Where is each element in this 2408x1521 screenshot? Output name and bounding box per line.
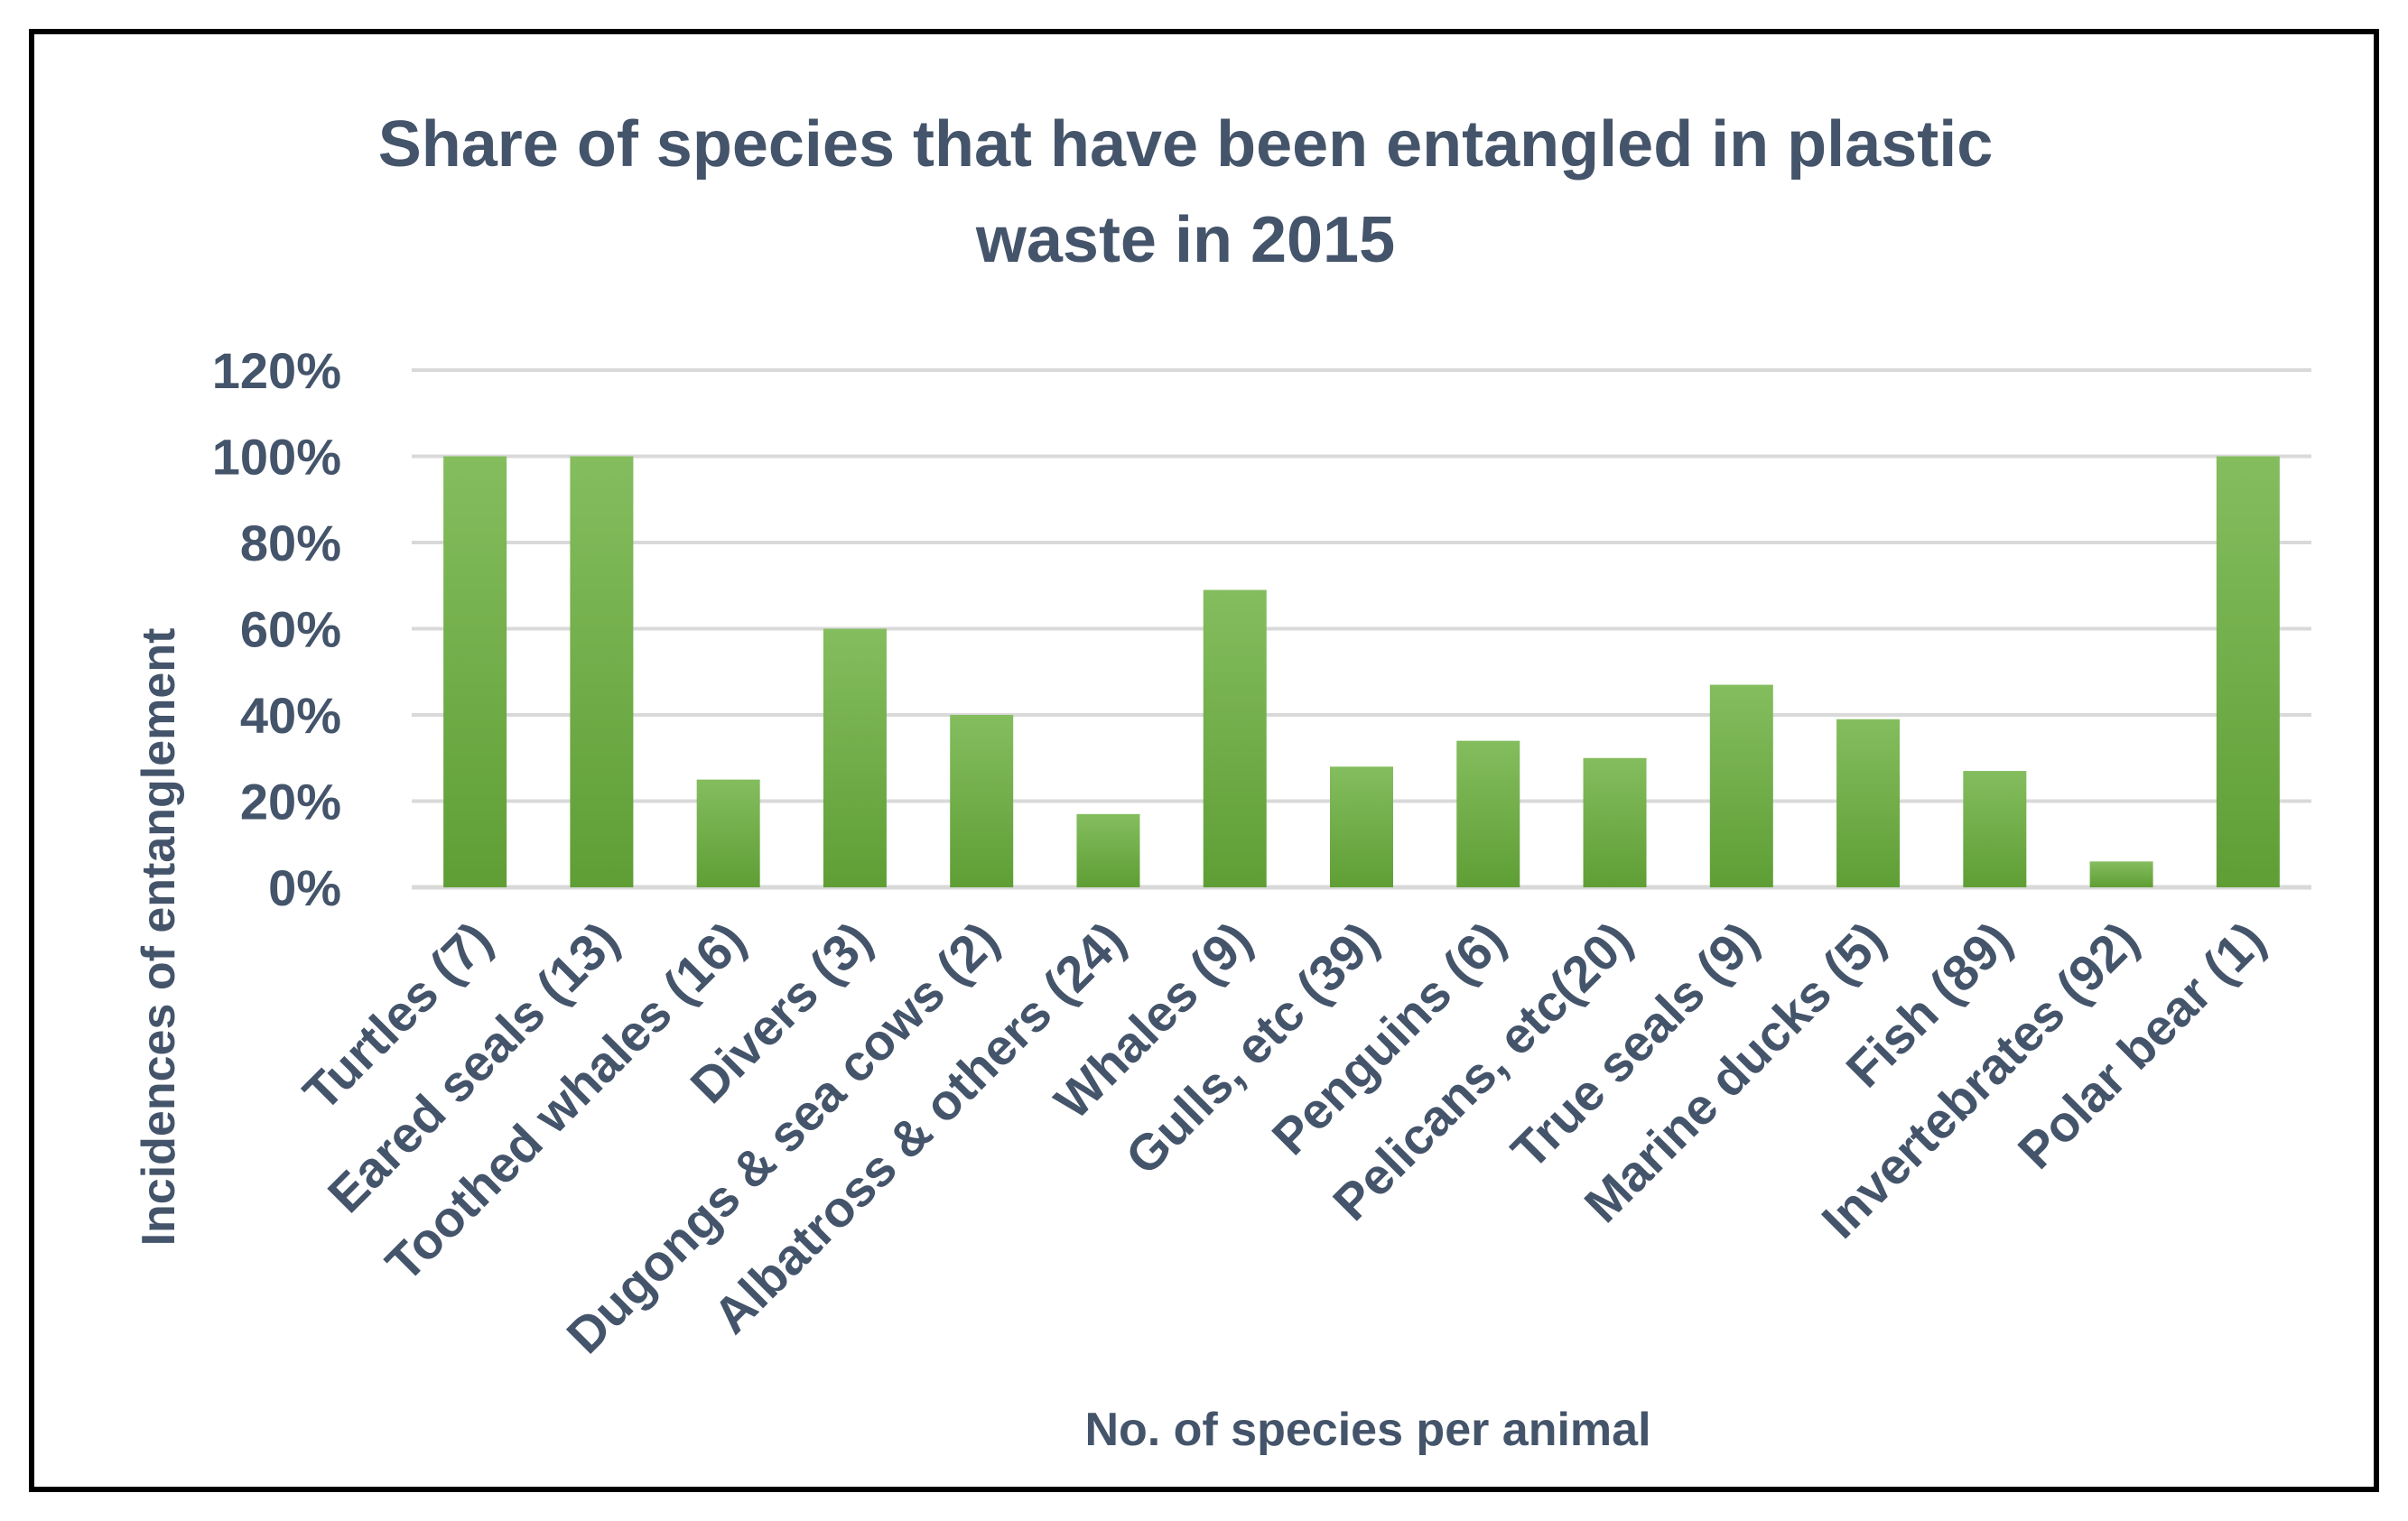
y-tick-label: 40% [240,687,341,744]
y-tick-label: 60% [240,601,341,658]
bar-11 [1709,684,1773,887]
x-axis-title: No. of species per animal [1084,1404,1650,1456]
chart-frame: Share of species that have been entangle… [29,29,2379,1492]
bar-7 [1203,589,1267,887]
chart-title-line-1: Share of species that have been entangle… [378,108,1994,181]
bar-1 [443,456,507,887]
bar-12 [1836,719,1901,887]
bar-14 [2089,861,2153,887]
y-axis-title: Incidences of entanglement [133,628,185,1247]
y-axis-ticks: 0% 20% 40% 60% 80% 100% 120% [212,342,341,916]
chart-title-line-2: waste in 2015 [975,204,1395,276]
y-tick-label: 0% [268,859,341,916]
bar-6 [1076,813,1140,887]
bar-15 [2216,456,2280,887]
chart-canvas: Share of species that have been entangle… [133,108,2311,1456]
bars [443,456,2280,887]
y-tick-label: 100% [212,429,341,486]
y-tick-label: 80% [240,515,341,571]
bar-4 [823,628,887,887]
bar-9 [1456,740,1520,887]
y-tick-label: 120% [212,342,341,399]
y-tick-label: 20% [240,774,341,830]
bar-5 [950,715,1014,887]
x-axis-categories: Turtles (7)Eared seals (13)Toothed whale… [293,911,2276,1364]
bar-3 [696,779,760,887]
bar-10 [1583,757,1647,887]
bar-13 [1963,771,2027,887]
bar-2 [570,456,634,887]
bar-8 [1330,766,1393,887]
